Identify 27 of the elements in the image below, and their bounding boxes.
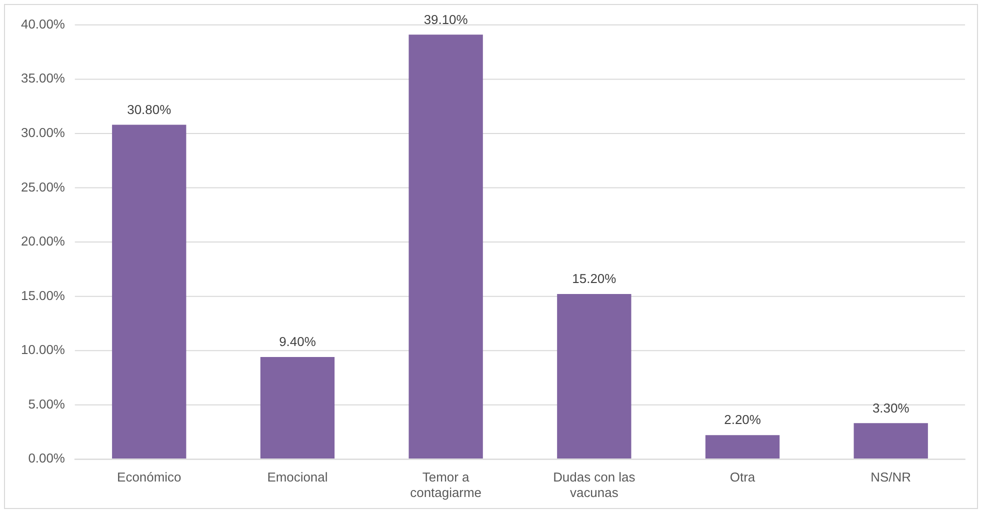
y-tick-label: 25.00% (20, 179, 66, 194)
bar (112, 124, 186, 458)
y-tick-label: 10.00% (20, 342, 66, 358)
data-label: 30.80% (127, 102, 172, 117)
y-tick-label: 5.00% (28, 396, 66, 412)
data-label: 15.20% (572, 271, 617, 286)
x-tick-label: Económico (117, 469, 182, 484)
bar (705, 435, 780, 458)
bar (854, 423, 928, 458)
y-tick-label: 35.00% (20, 70, 66, 86)
data-label: 9.40% (279, 334, 316, 350)
bar (557, 294, 632, 458)
bar (260, 356, 335, 458)
y-tick-label: 40.00% (20, 16, 66, 32)
y-tick-label: 0.00% (28, 450, 66, 466)
x-tick-label: NS/NR (870, 469, 912, 484)
x-tick-label: Otra (730, 469, 756, 484)
x-tick-label: Dudas con las vacunas (553, 469, 636, 500)
bar (408, 34, 483, 458)
x-tick-label: Temor a contagiarme (410, 469, 482, 500)
y-tick-label: 20.00% (20, 234, 66, 249)
y-tick-label: 30.00% (20, 125, 66, 140)
data-label: 3.30% (872, 400, 910, 416)
y-tick-label: 15.00% (20, 288, 66, 303)
data-label: 2.20% (724, 412, 762, 428)
x-tick-label: Emocional (267, 469, 328, 484)
data-label: 39.10% (424, 12, 468, 27)
